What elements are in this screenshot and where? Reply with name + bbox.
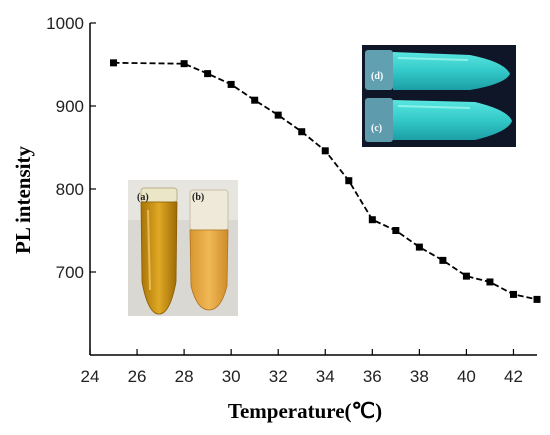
x-tick-label: 26: [128, 367, 147, 386]
tube-d: (d): [365, 50, 510, 90]
data-point: [345, 177, 353, 185]
x-tick-label: 24: [81, 367, 100, 386]
data-point: [204, 70, 212, 78]
data-point: [274, 111, 282, 119]
y-tick-label: 700: [56, 263, 84, 282]
y-tick-label: 900: [56, 97, 84, 116]
inset-photo-tubes-ab: (a) (b): [128, 180, 238, 316]
x-tick-label: 34: [316, 367, 335, 386]
data-point: [439, 256, 447, 264]
data-point: [321, 147, 329, 155]
series-layer: [110, 59, 541, 303]
x-tick-label: 42: [504, 367, 523, 386]
tube-c-highlight: [397, 105, 471, 109]
tube-c-label: (c): [371, 123, 382, 134]
tube-b: (b): [189, 189, 229, 311]
y-axis-ticks: 700 800 900 1000: [46, 14, 96, 282]
tube-d-highlight: [397, 57, 469, 61]
tube-c: (c): [365, 98, 512, 142]
axes: 24 26 28 30 32 34 36 38 40 42 700 800 900 1000: [46, 14, 537, 386]
y-axis-title: PL intensity: [11, 146, 35, 254]
data-point: [392, 227, 400, 234]
data-point: [415, 243, 423, 251]
data-point: [368, 216, 376, 224]
tube-a: (a): [137, 187, 178, 315]
x-axis-ticks: 24 26 28 30 32 34 36 38 40 42: [81, 349, 523, 386]
tube-d-label: (d): [371, 71, 383, 82]
tube-b-body: [189, 229, 229, 311]
x-tick-label: 38: [410, 367, 429, 386]
x-tick-label: 28: [175, 367, 194, 386]
data-point: [110, 59, 118, 67]
x-tick-label: 32: [269, 367, 288, 386]
data-point: [180, 60, 188, 68]
x-tick-label: 40: [457, 367, 476, 386]
tube-c-cap: [365, 98, 393, 142]
data-point: [298, 128, 306, 136]
data-point: [509, 290, 517, 298]
tube-c-body: [393, 100, 512, 140]
tube-b-label: (b): [192, 192, 204, 203]
x-tick-label: 36: [363, 367, 382, 386]
data-point: [533, 295, 541, 303]
tube-d-cap: [365, 50, 393, 90]
data-point: [462, 272, 470, 280]
y-tick-label: 1000: [46, 14, 84, 33]
data-point: [227, 80, 235, 88]
tube-a-label: (a): [137, 192, 149, 203]
tube-d-body: [393, 52, 510, 90]
inset-photo-tubes-dc: (d) (c): [362, 45, 516, 147]
data-point: [486, 278, 494, 286]
y-tick-label: 800: [56, 180, 84, 199]
tube-a-body: [140, 201, 178, 315]
x-axis-title: Temperature(℃): [228, 399, 382, 423]
tube-a-highlight: [147, 209, 151, 291]
x-tick-label: 30: [222, 367, 241, 386]
data-point: [251, 96, 259, 104]
